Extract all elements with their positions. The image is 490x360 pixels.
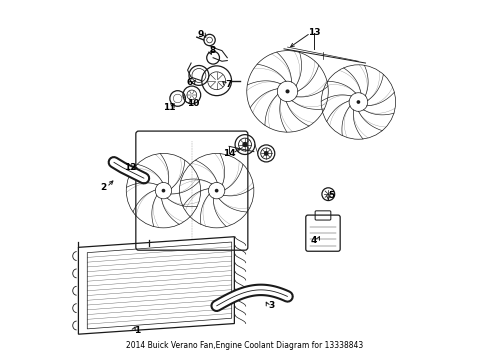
Circle shape <box>162 189 165 193</box>
Text: 6: 6 <box>187 78 193 87</box>
Circle shape <box>286 89 290 94</box>
Text: 11: 11 <box>163 103 175 112</box>
Text: 5: 5 <box>329 192 335 201</box>
Text: 14: 14 <box>223 149 235 158</box>
Text: 13: 13 <box>308 28 320 37</box>
Text: 7: 7 <box>226 80 232 89</box>
Text: 9: 9 <box>197 30 204 39</box>
Text: 8: 8 <box>210 46 216 55</box>
Text: 2: 2 <box>100 183 106 192</box>
Text: 1: 1 <box>134 326 140 335</box>
Text: 4: 4 <box>311 236 318 245</box>
Text: 10: 10 <box>187 99 200 108</box>
Text: 3: 3 <box>269 301 275 310</box>
Circle shape <box>215 189 219 193</box>
Circle shape <box>357 100 360 104</box>
Circle shape <box>243 143 247 147</box>
Circle shape <box>265 152 268 155</box>
Text: 2014 Buick Verano Fan,Engine Coolant Diagram for 13338843: 2014 Buick Verano Fan,Engine Coolant Dia… <box>126 341 364 350</box>
Text: 12: 12 <box>123 163 136 172</box>
